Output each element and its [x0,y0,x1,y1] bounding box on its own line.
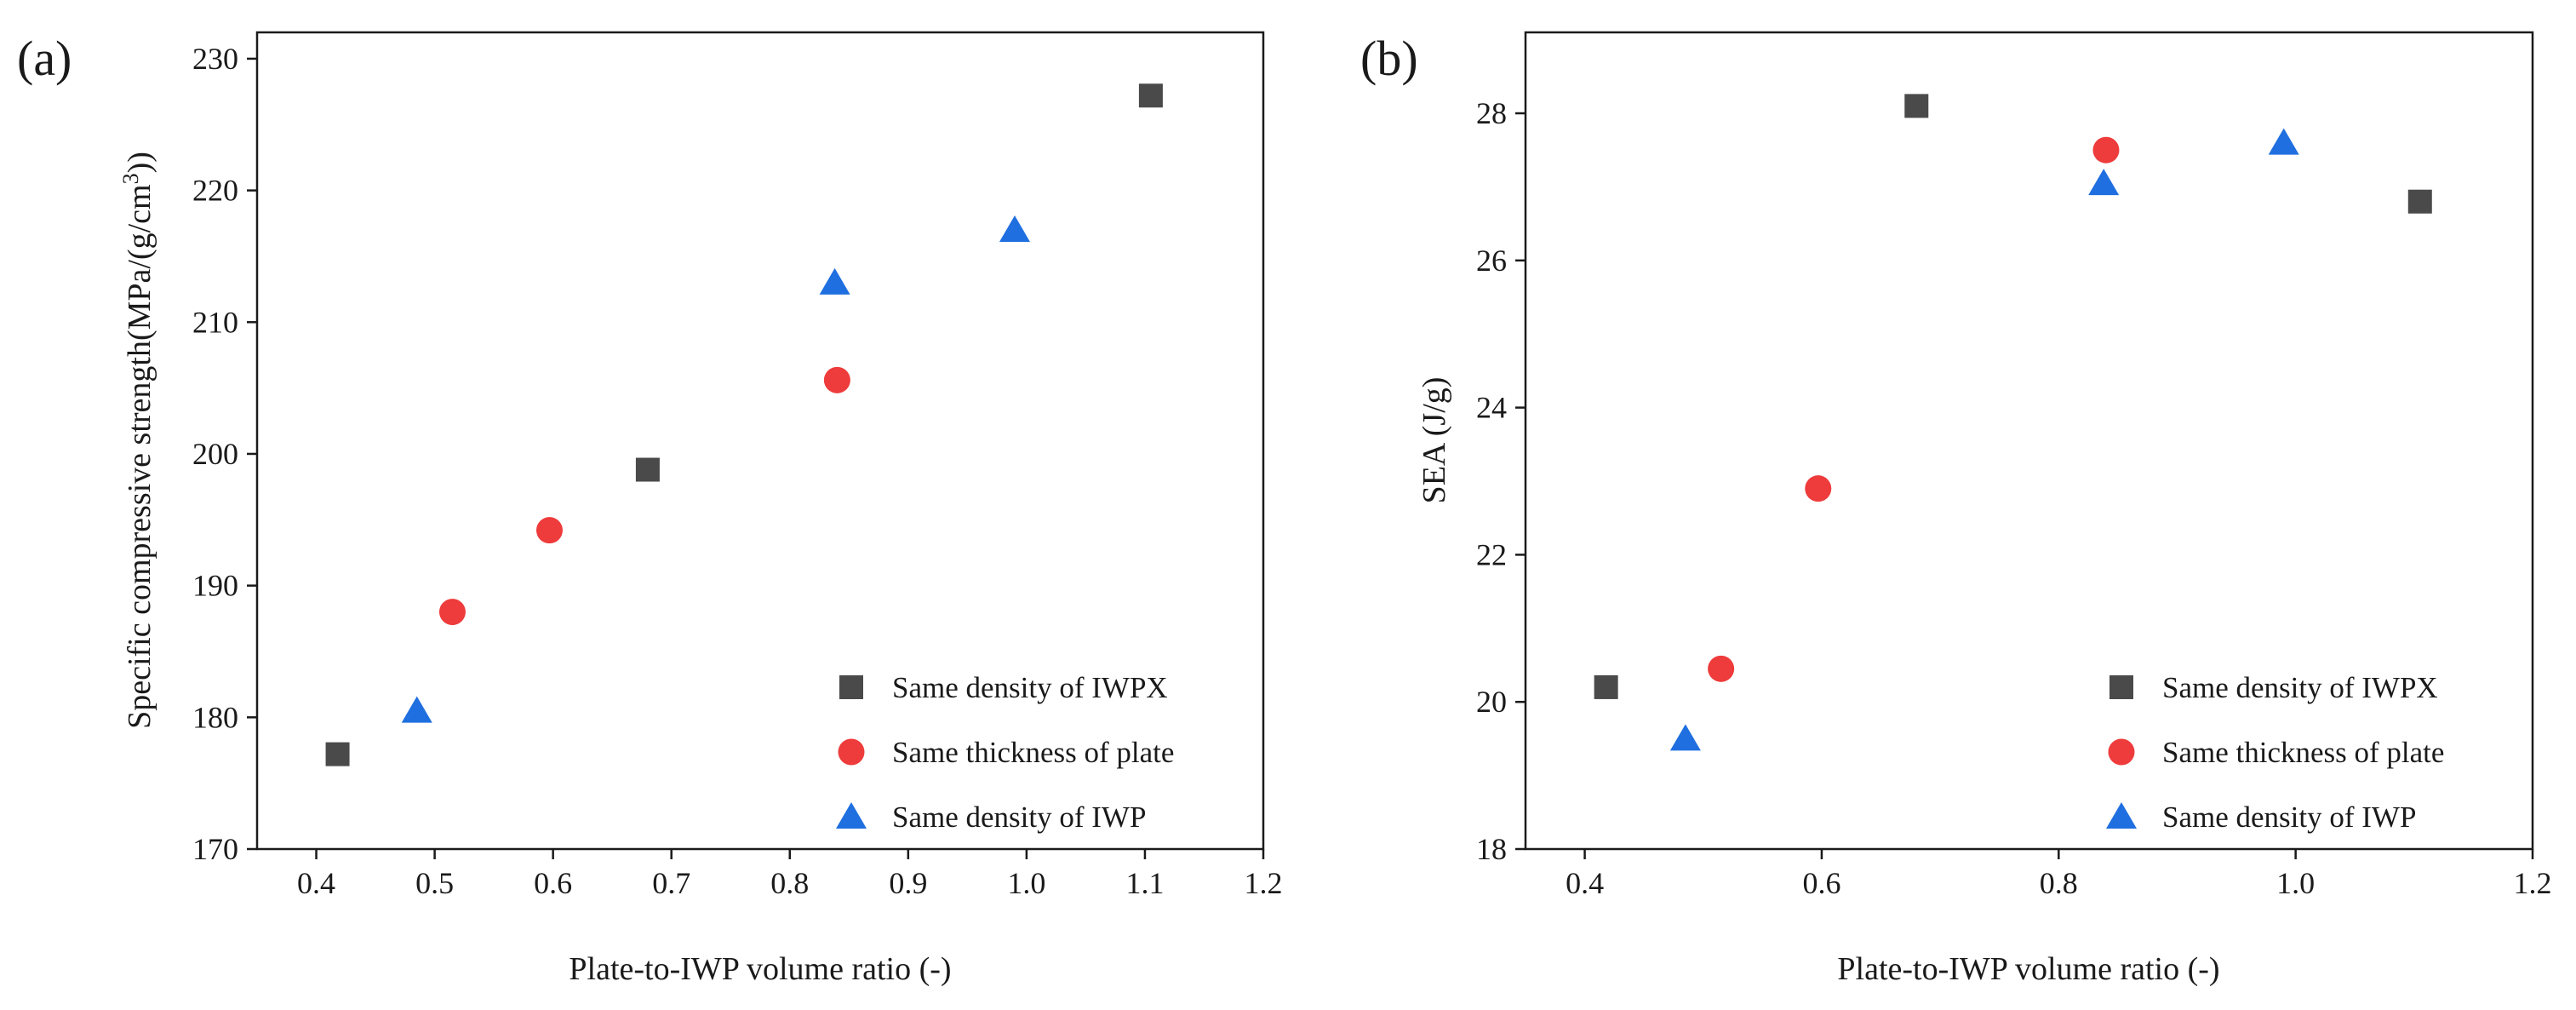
data-point-square [2407,189,2432,214]
legend-marker-triangle [836,802,867,829]
data-point-square [325,742,350,766]
x-tick-label: 0.9 [889,866,927,900]
legend-marker-triangle [2106,802,2137,829]
legend-marker-square [839,675,863,699]
x-axis-label: Plate-to-IWP volume ratio (-) [569,951,951,987]
chart-panel-b: (b) 0.4 0.6 0.8 1.0 1.2 18 20 22 24 26 28 Plate-to-I… [1360,31,2552,987]
data-point-circle [438,599,466,626]
y-axis-label-main: Specific compressive strength(MPa/(g/cm [122,184,157,729]
y-tick-label: 220 [192,174,238,208]
legend-marker-square [2109,675,2133,699]
x-tick-label: 1.2 [1245,866,1283,900]
x-tick-label: 0.4 [1566,866,1604,900]
y-tick-label: 230 [192,42,238,76]
y-tick-label: 22 [1476,537,1507,571]
panel-label: (a) [17,31,72,86]
y-tick-label: 210 [192,305,238,339]
y-tick-label: 24 [1476,391,1507,425]
x-tick-label: 0.4 [297,866,335,900]
data-point-square [1904,94,1929,118]
y-tick-label: 170 [192,832,238,866]
plot-frame [1524,31,2534,851]
y-axis-label: SEA (J/g) [1417,377,1452,504]
y-axis-label-main: SEA (J/g) [1417,377,1452,504]
x-tick-label: 0.6 [534,866,572,900]
series-triangle [1669,128,2299,751]
y-tick-label: 200 [192,437,238,471]
legend-label: Same density of IWP [2162,801,2416,834]
x-axis-label: Plate-to-IWP volume ratio (-) [1837,951,2219,987]
x-tick-label: 1.1 [1125,866,1164,900]
data-point-circle [823,366,850,393]
series-circle [1708,136,2120,682]
legend-marker-circle [838,738,865,766]
y-axis-label-end: )) [122,152,157,173]
legend-label: Same density of IWP [892,801,1146,834]
data-point-circle [1708,655,1735,682]
legend-marker-circle [2108,738,2135,766]
data-point-circle [1805,475,1832,502]
series-triangle [401,215,1030,723]
data-point-triangle [1669,724,1701,751]
chart-panel-a: (a) 0.4 0.5 0.6 0.7 0.8 0.9 1.0 1.1 1.2 170 180 190 2… [17,31,1283,987]
y-axis-label-superscript: 3 [118,173,143,184]
y-tick-label: 180 [192,700,238,734]
y-tick-label: 18 [1476,832,1507,866]
legend-label: Same density of IWPX [892,671,1168,704]
legend-label: Same thickness of plate [892,736,1174,769]
data-point-square [1594,674,1618,699]
y-tick-label: 28 [1476,96,1507,130]
legend-label: Same density of IWPX [2162,671,2438,704]
y-tick-label: 20 [1476,685,1507,719]
data-point-circle [2092,136,2120,164]
y-axis-label: Specific compressive strength(MPa/(g/cm3… [118,152,157,729]
series-circle [438,366,850,626]
x-tick-label: 1.0 [1007,866,1045,900]
data-point-triangle [999,215,1030,243]
series-square [325,83,1163,766]
x-tick-label: 0.7 [652,866,690,900]
x-tick-label: 1.0 [2276,866,2315,900]
legend: Same density of IWPX Same thickness of pl… [836,671,1174,834]
data-point-circle [535,517,563,544]
data-point-triangle [401,696,432,723]
x-tick-label: 1.2 [2514,866,2552,900]
legend-label: Same thickness of plate [2162,736,2444,769]
y-tick-label: 26 [1476,244,1507,278]
y-tick-label: 190 [192,569,238,603]
x-tick-label: 0.5 [415,866,454,900]
data-point-triangle [2268,128,2299,155]
data-point-triangle [819,267,850,295]
x-tick-label: 0.8 [770,866,809,900]
plot-frame [255,31,1265,851]
x-tick-label: 0.8 [2040,866,2078,900]
data-point-triangle [2088,169,2120,196]
series-square [1594,94,2432,699]
data-point-square [1138,83,1163,108]
panel-label: (b) [1360,31,1418,86]
legend: Same density of IWPX Same thickness of pl… [2106,671,2444,834]
data-point-square [635,457,660,482]
x-tick-label: 0.6 [1802,866,1840,900]
